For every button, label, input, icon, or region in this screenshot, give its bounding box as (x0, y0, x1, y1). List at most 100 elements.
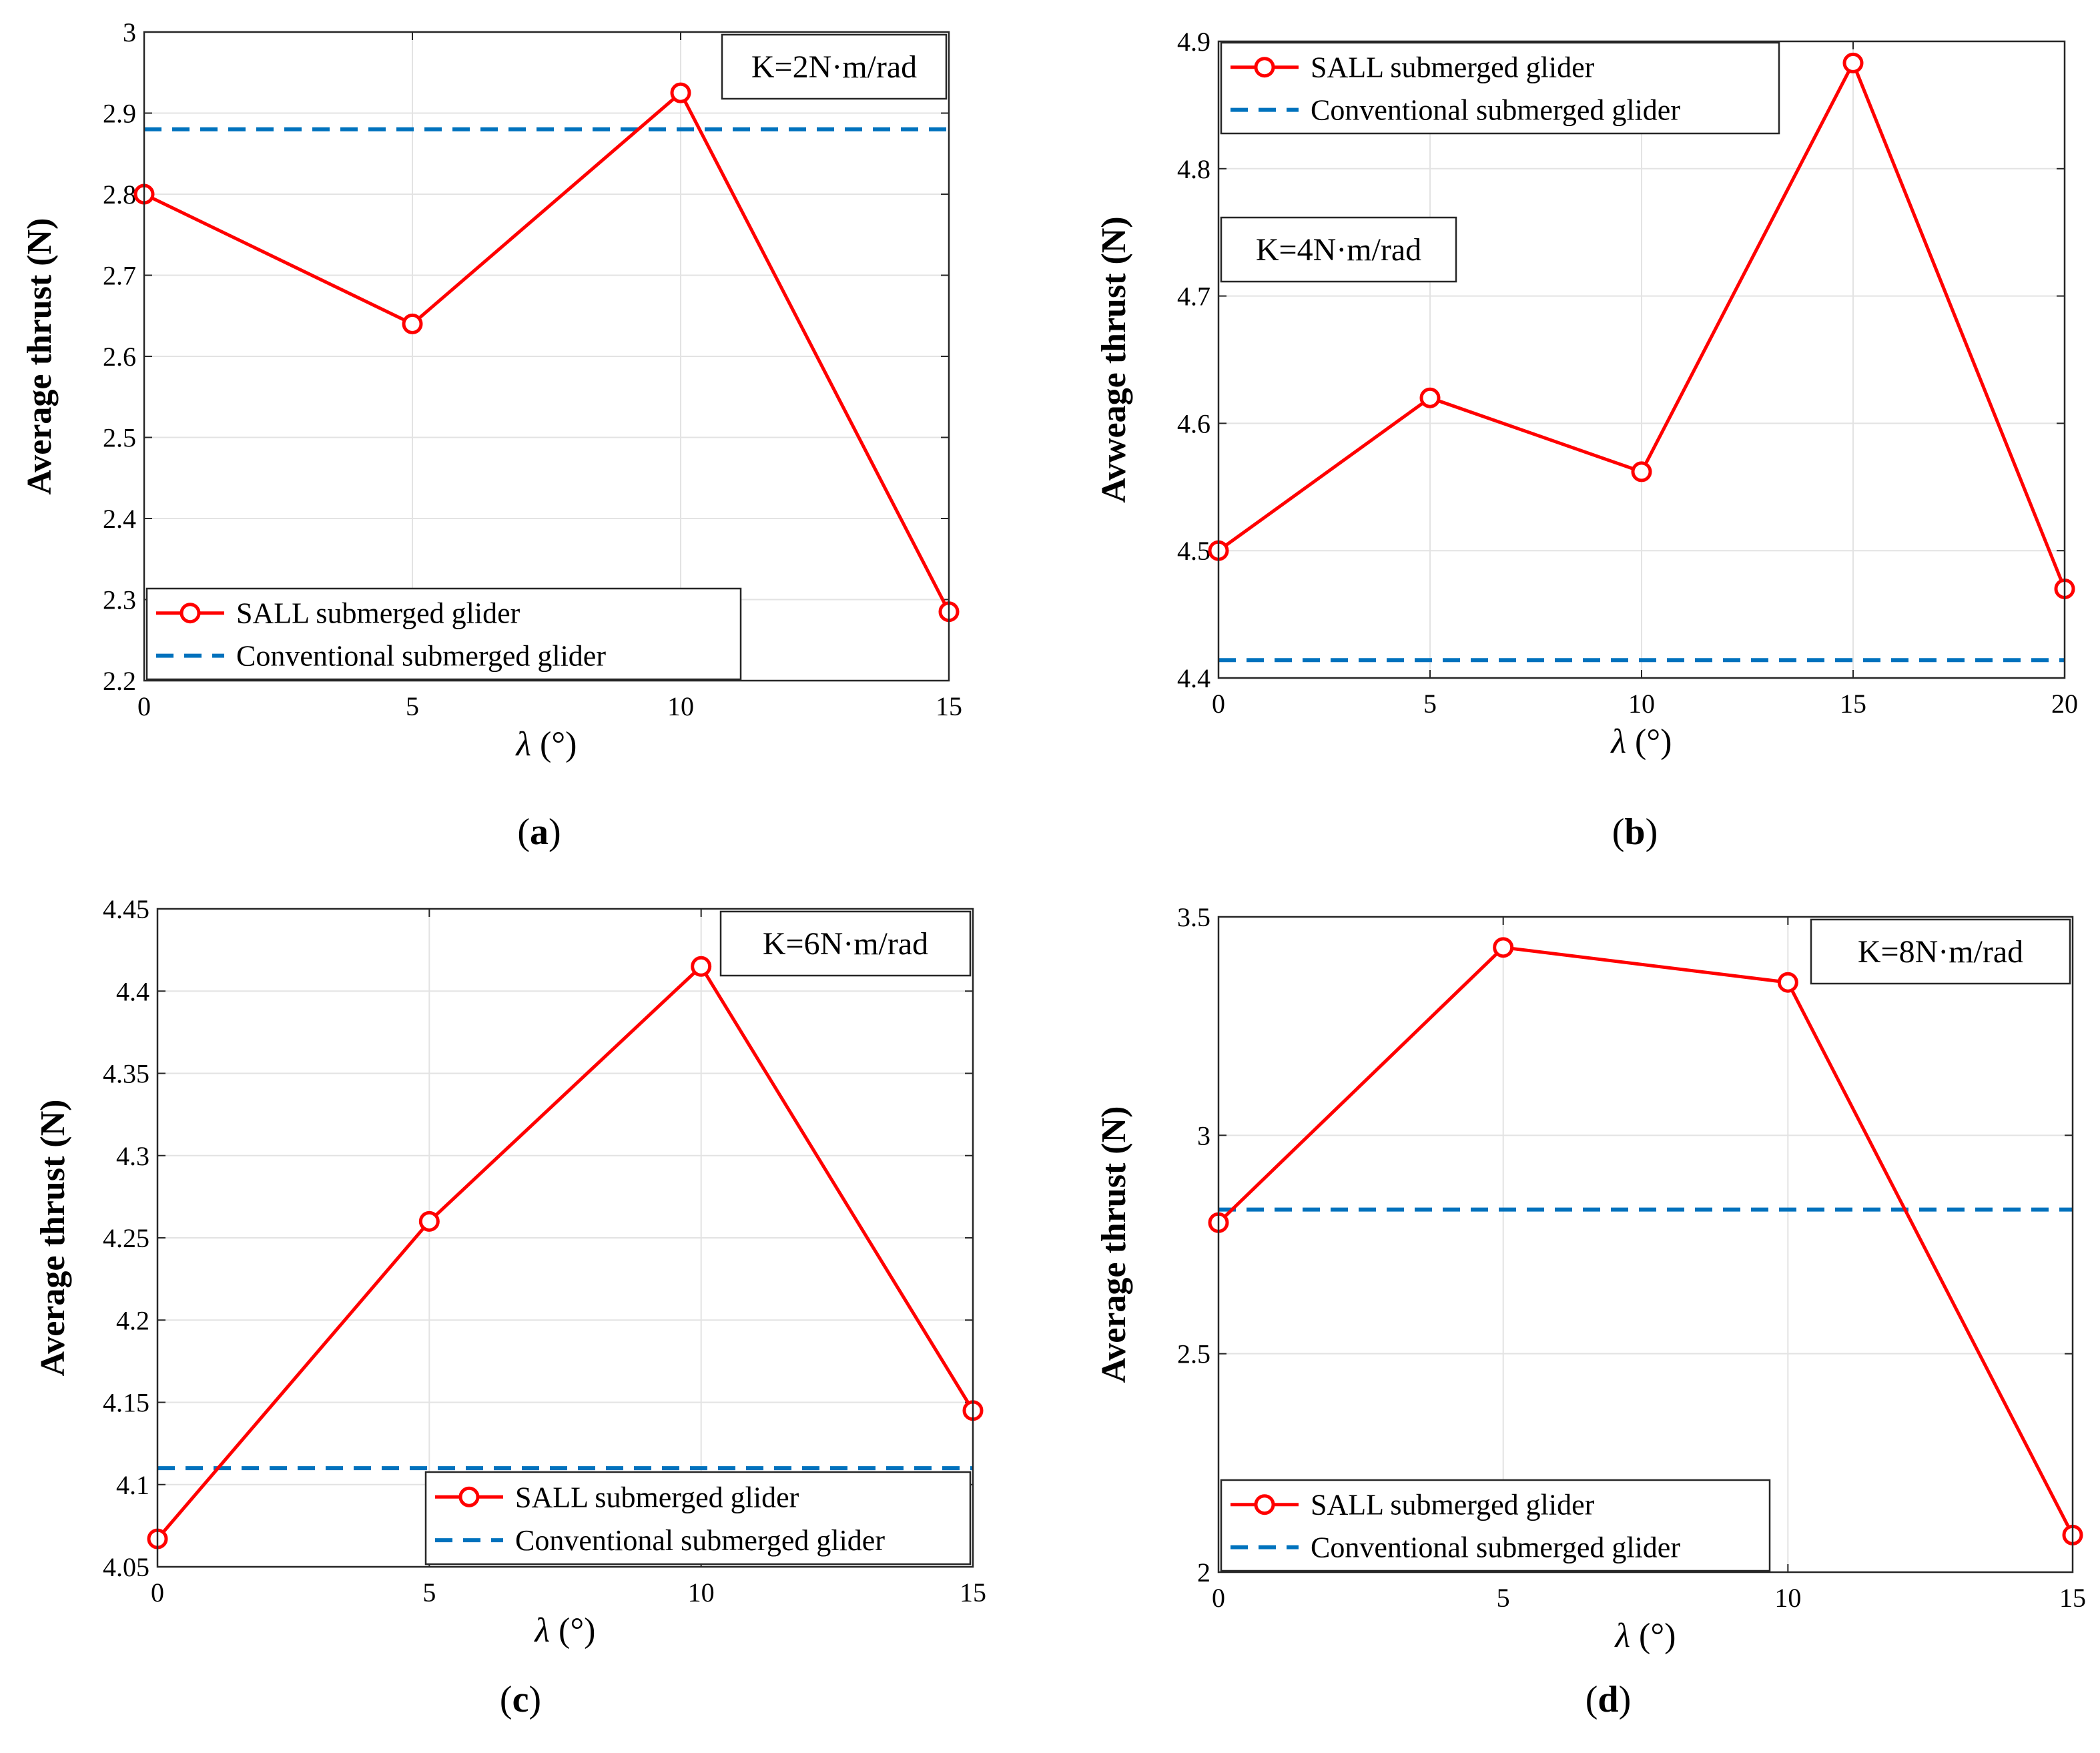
annotation-text: K=2N·m/rad (751, 49, 917, 85)
x-tick-label: 15 (2059, 1583, 2086, 1613)
x-axis-label-symbol: λ (515, 725, 532, 763)
series-sall-point (1631, 461, 1652, 482)
x-axis-label-symbol: λ (1610, 723, 1627, 761)
legend: SALL submerged glider Conventional submer… (145, 587, 742, 681)
y-tick-label: 2.3 (103, 585, 136, 615)
chart-panel-b: 0 5 10 15 20 4.4 4.5 4.6 4.7 4.8 4.9 λ (°) Avweage t… (1095, 27, 2078, 761)
axes-frame (156, 908, 974, 1568)
legend-sall-label: SALL submerged glider (1311, 51, 1595, 84)
annotation-text: K=8N·m/rad (1858, 934, 2023, 970)
y-tick-label: 4.15 (103, 1388, 149, 1418)
x-axis-label-symbol: λ (1614, 1617, 1631, 1655)
panel-caption-letter: c (512, 1679, 529, 1720)
chart-panel-c: 0 5 10 15 4.05 4.1 4.15 4.2 4.25 4.3 4.35 4.4 4.45 λ … (34, 894, 986, 1650)
panel-caption: (a) (517, 811, 561, 853)
series-sall-line (156, 964, 975, 1540)
y-tick-label: 2.5 (1177, 1339, 1210, 1369)
x-tick-label: 10 (1628, 689, 1655, 719)
y-tick-label: 4.5 (1177, 536, 1210, 566)
x-tick-label: 5 (1423, 689, 1437, 719)
y-tick-label: 3 (1197, 1120, 1210, 1150)
series-sall-point (1493, 937, 1514, 958)
series-sall-line (143, 91, 951, 613)
y-axis-label: Avweage thrust (N) (1095, 216, 1133, 502)
legend-sall-label: SALL submerged glider (515, 1481, 799, 1513)
legend-conventional-label: Conventional submerged glider (236, 640, 606, 673)
chart-panel-d: 0 5 10 15 2 2.5 3 3.5 λ (°) Average thrust (N) SAL… (1095, 902, 2086, 1655)
axes-frame (1217, 916, 2074, 1573)
y-tick-label: 4.45 (103, 894, 149, 924)
legend-sall-marker (458, 1486, 480, 1507)
legend-sall-marker (1254, 1494, 1275, 1515)
y-tick-label: 3.5 (1177, 902, 1210, 932)
panel-caption-letter: b (1624, 811, 1645, 853)
panel-caption: (d) (1586, 1679, 1631, 1720)
legend-box (424, 1471, 972, 1565)
x-tick-label: 15 (960, 1577, 986, 1608)
panel-caption-letter: a (530, 811, 549, 853)
x-tick-label: 0 (151, 1577, 164, 1608)
chart-panel-a: 0 5 10 15 2.2 2.3 2.4 2.5 2.6 2.7 2.8 2.9 3 λ (°) Aver… (21, 17, 962, 763)
x-axis-label: λ (°) (515, 725, 577, 763)
annotation-text: K=4N·m/rad (1256, 232, 1421, 268)
y-tick-label: 4.3 (116, 1141, 149, 1171)
y-tick-label: 4.25 (103, 1223, 149, 1253)
panel-caption-letter: d (1598, 1679, 1618, 1720)
annotation-box (721, 33, 948, 100)
series-sall-point (1419, 387, 1441, 408)
legend-sall-label: SALL submerged glider (1311, 1489, 1595, 1521)
y-tick-label: 4.35 (103, 1059, 149, 1089)
y-tick-label: 4.6 (1177, 408, 1210, 438)
x-tick-label: 10 (1774, 1583, 1801, 1613)
x-tick-label: 15 (1840, 689, 1866, 719)
axes-frame (143, 31, 950, 682)
y-tick-label: 4.4 (116, 976, 149, 1006)
y-tick-label: 2.8 (103, 180, 136, 210)
y-tick-label: 4.9 (1177, 27, 1210, 57)
x-tick-label: 0 (137, 691, 151, 721)
y-tick-label: 4.4 (1177, 663, 1210, 693)
annotation-text: K=6N·m/rad (763, 926, 928, 962)
y-tick-label: 2.9 (103, 99, 136, 129)
axes-frame (1217, 40, 2066, 679)
series-sall-point (402, 313, 423, 334)
y-tick-label: 4.05 (103, 1552, 149, 1582)
y-tick-label: 2.2 (103, 666, 136, 696)
legend-sall-label: SALL submerged glider (236, 597, 520, 630)
x-axis-label-unit: (°) (531, 725, 577, 763)
legend: SALL submerged glider Conventional submer… (1220, 1479, 1771, 1572)
series-sall-point (691, 956, 712, 977)
annotation-box (1810, 918, 2071, 985)
x-axis-label-symbol: λ (534, 1612, 551, 1650)
x-tick-label: 0 (1212, 689, 1225, 719)
legend: SALL submerged glider Conventional submer… (1220, 41, 1780, 135)
plot-area (1218, 917, 2073, 1572)
legend-box (1220, 1479, 1771, 1572)
x-tick-label: 15 (936, 691, 962, 721)
y-tick-label: 3 (123, 17, 136, 47)
x-tick-label: 5 (406, 691, 419, 721)
legend: SALL submerged glider Conventional submer… (424, 1471, 972, 1565)
x-axis-label: λ (°) (1610, 723, 1672, 761)
annotation-box (719, 910, 972, 977)
legend-conventional-label: Conventional submerged glider (1311, 94, 1680, 127)
panel-caption: (c) (500, 1679, 541, 1720)
legend-sall-marker (1254, 57, 1275, 78)
series-sall-point (1842, 52, 1864, 73)
y-tick-label: 2.4 (103, 504, 136, 534)
series-sall-point (670, 82, 691, 103)
y-tick-label: 4.2 (116, 1305, 149, 1335)
y-tick-label: 2.5 (103, 423, 136, 453)
y-axis-label: Average thrust (N) (34, 1100, 72, 1377)
x-axis-label-unit: (°) (1630, 1617, 1676, 1655)
x-axis-label-unit: (°) (550, 1612, 595, 1650)
x-tick-label: 20 (2051, 689, 2078, 719)
y-tick-label: 4.8 (1177, 154, 1210, 184)
annotation-box (1220, 216, 1457, 283)
x-axis-label-unit: (°) (1626, 723, 1672, 761)
x-tick-label: 10 (667, 691, 694, 721)
y-tick-label: 2.7 (103, 261, 136, 291)
y-tick-label: 4.1 (116, 1470, 149, 1500)
y-tick-label: 2.6 (103, 342, 136, 372)
legend-box (145, 587, 742, 681)
